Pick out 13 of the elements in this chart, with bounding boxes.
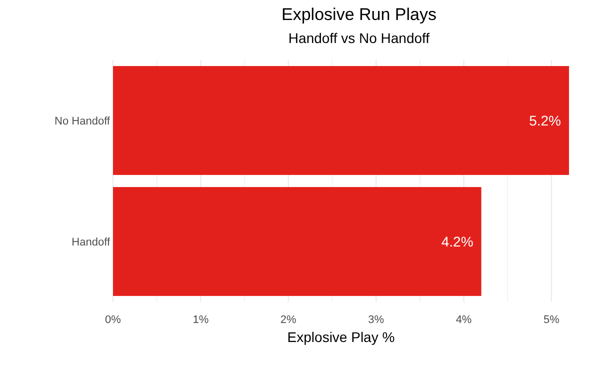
y-tick-label: Handoff (72, 236, 111, 248)
x-tick-label: 4% (456, 314, 472, 326)
x-tick-label: 2% (280, 314, 297, 326)
x-tick-label: 5% (544, 314, 560, 326)
x-tick-label: 3% (368, 314, 384, 326)
x-tick-label: 0% (105, 314, 122, 326)
data-label: 4.2% (441, 233, 474, 250)
data-label: 5.2% (529, 112, 561, 128)
x-tick-label: 1% (192, 314, 209, 326)
x-axis-title: Explosive Play % (287, 329, 395, 345)
chart-title: Explosive Run Plays (282, 5, 436, 24)
y-tick-label: No Handoff (54, 115, 111, 128)
chart-subtitle: Handoff vs No Handoff (288, 30, 430, 46)
